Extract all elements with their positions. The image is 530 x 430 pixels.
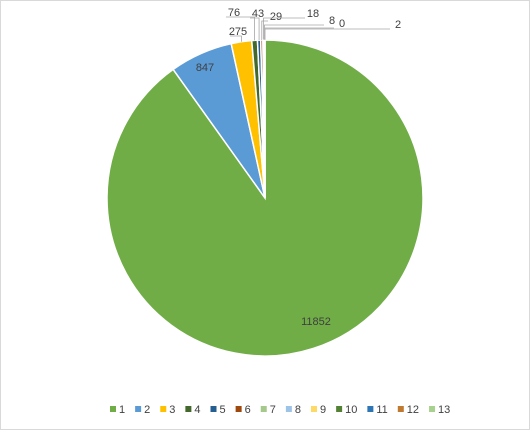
legend-swatch xyxy=(260,406,267,412)
data-label: 2 xyxy=(395,19,401,31)
legend-swatch xyxy=(336,406,343,412)
legend-label: 13 xyxy=(438,404,450,416)
data-label: 43 xyxy=(252,8,264,20)
legend-swatch xyxy=(135,406,142,412)
legend-swatch xyxy=(429,406,436,412)
data-label: 0 xyxy=(339,18,345,30)
data-label: 18 xyxy=(307,8,319,20)
leader-line xyxy=(226,16,255,41)
legend-swatch xyxy=(285,406,292,412)
leader-line xyxy=(230,35,242,42)
legend-label: 8 xyxy=(295,404,301,416)
data-label: 8 xyxy=(329,15,335,27)
legend-swatch xyxy=(160,406,167,412)
legend-label: 7 xyxy=(270,404,276,416)
legend-label: 12 xyxy=(407,404,419,416)
legend-label: 1 xyxy=(119,404,125,416)
legend-swatch xyxy=(311,406,317,412)
legend-label: 5 xyxy=(220,404,226,416)
leader-line xyxy=(250,17,260,41)
data-label: 11852 xyxy=(301,316,331,328)
legend-swatch xyxy=(235,406,242,412)
data-label: 29 xyxy=(270,11,282,23)
legend-label: 6 xyxy=(245,404,251,416)
leader-line xyxy=(264,28,390,41)
data-label: 275 xyxy=(229,26,247,38)
legend-swatch xyxy=(397,406,404,412)
legend-label: 3 xyxy=(169,404,175,416)
legend-label: 2 xyxy=(144,404,150,416)
legend-swatch xyxy=(110,406,116,412)
data-label: 76 xyxy=(228,7,240,19)
data-label: 847 xyxy=(196,62,214,74)
leader-line xyxy=(263,17,305,41)
legend-label: 9 xyxy=(320,404,326,416)
legend-swatch xyxy=(185,406,192,412)
leader-line xyxy=(261,20,268,41)
legend-label: 10 xyxy=(345,404,357,416)
legend-label: 4 xyxy=(194,404,200,416)
legend-label: 11 xyxy=(376,404,387,416)
legend-swatch xyxy=(367,406,374,412)
legend-swatch xyxy=(210,406,217,412)
